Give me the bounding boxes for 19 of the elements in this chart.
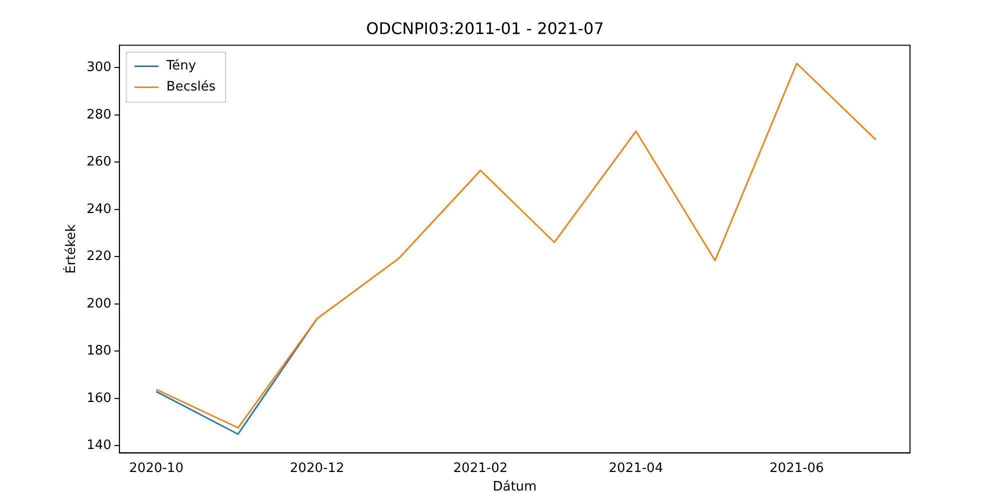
x-tick-label: 2020-12 <box>290 460 344 476</box>
legend-label: Tény <box>165 58 196 74</box>
x-tick-label: 2021-06 <box>770 460 824 476</box>
y-tick-label: 240 <box>86 202 112 217</box>
y-axis-title: Értékek <box>62 224 80 274</box>
y-tick-label: 220 <box>86 249 112 264</box>
legend-label: Becslés <box>166 80 216 95</box>
x-axis-title: Dátum <box>492 480 537 495</box>
y-tick-label: 160 <box>86 390 112 406</box>
y-tick-label: 300 <box>86 60 112 76</box>
y-tick-label: 180 <box>86 344 112 359</box>
y-tick-label: 140 <box>86 438 112 454</box>
y-tick-label: 200 <box>86 296 112 312</box>
x-tick-label: 2021-04 <box>608 460 664 476</box>
y-tick-label: 280 <box>86 107 112 122</box>
y-tick-label: 260 <box>86 154 112 170</box>
x-tick-label: 2020-10 <box>129 460 184 476</box>
x-tick-label: 2021-02 <box>453 460 508 476</box>
chart-title: ODCNPI03:2011-01 - 2021-07 <box>366 18 604 38</box>
